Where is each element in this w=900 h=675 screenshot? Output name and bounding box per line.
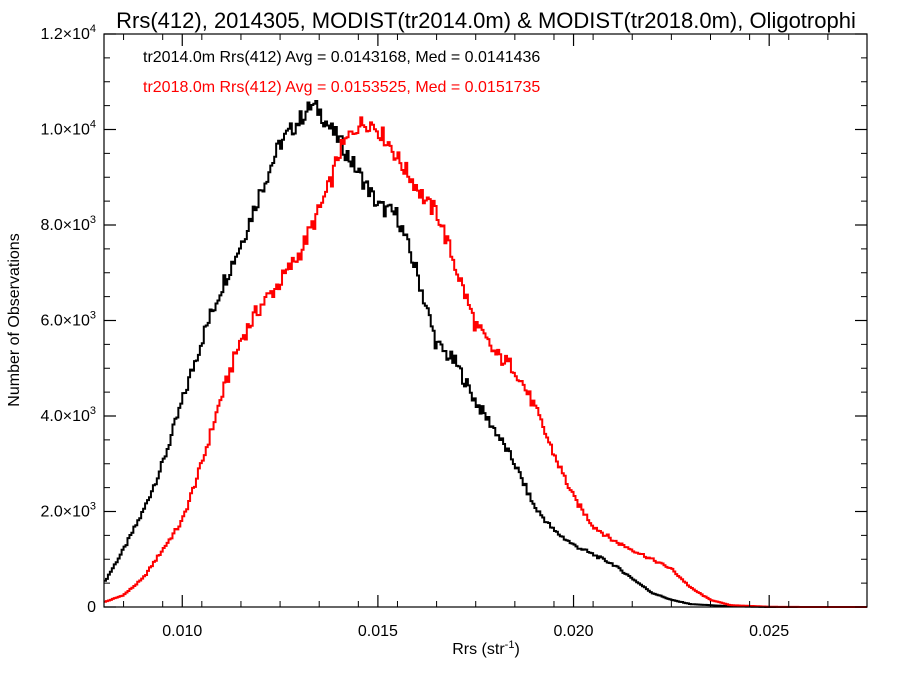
annotation-black: tr2014.0m Rrs(412) Avg = 0.0143168, Med … [143,49,540,66]
series-layer [104,99,867,608]
series-black-line [104,99,867,608]
x-tick-label: 0.025 [749,623,789,640]
annotation-red: tr2018.0m Rrs(412) Avg = 0.0153525, Med … [143,79,540,96]
series-red-line [104,116,867,608]
x-tick-label: 0.020 [554,623,594,640]
y-tick-label: 1.2×104 [40,23,96,43]
y-tick-label: 4.0×103 [40,405,96,425]
y-tick-label: 1.0×104 [40,119,96,139]
ticks-layer: 0.010 0.015 0.020 0.025 0 2.0×103 4.0×103 6.0×1… [40,23,867,640]
y-tick-label: 8.0×103 [40,214,96,234]
y-tick-label: 2.0×103 [40,501,96,521]
x-axis-label: Rrs (str-1) [452,639,520,658]
x-tick-label: 0.010 [162,623,202,640]
plot-frame [103,33,868,608]
y-axis-label: Number of Observations [6,233,23,406]
x-tick-label: 0.015 [358,623,398,640]
y-tick-label: 0 [87,599,96,616]
y-tick-label: 6.0×103 [40,310,96,330]
chart-title: Rrs(412), 2014305, MODIST(tr2014.0m) & M… [116,8,856,33]
